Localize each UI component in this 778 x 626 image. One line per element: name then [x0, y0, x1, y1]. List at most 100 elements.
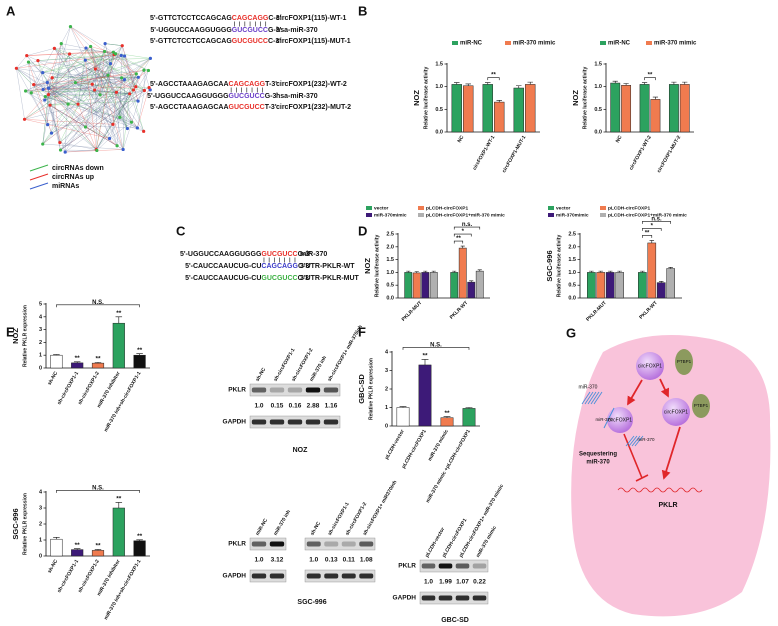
network-node	[115, 144, 119, 148]
network-edge	[116, 58, 151, 93]
error-bar	[485, 82, 491, 85]
bar-label: **	[95, 543, 101, 550]
network-node	[63, 150, 67, 154]
network-node	[58, 148, 63, 152]
error-bar	[53, 536, 60, 540]
bar	[605, 272, 615, 299]
network-node	[59, 42, 63, 46]
network-edge	[28, 61, 44, 90]
network-node	[76, 102, 80, 106]
network-edge	[129, 93, 144, 132]
blot-band	[306, 541, 321, 547]
circ-rna	[636, 352, 664, 380]
network-edge	[59, 51, 105, 143]
bar-label: **	[444, 410, 450, 417]
arrow	[627, 379, 643, 406]
network-edge	[112, 77, 139, 125]
arrow	[659, 378, 670, 398]
blot-caption: GBC-SD	[441, 617, 469, 624]
quantification: 1.99	[439, 579, 452, 586]
sequence-part: C-3'	[268, 15, 281, 22]
network-edge	[65, 149, 124, 153]
network-edge	[26, 55, 86, 128]
network-edge	[61, 43, 79, 105]
y-tick-label: 1	[385, 405, 388, 411]
bar-label: **	[422, 353, 428, 360]
network-node	[84, 46, 88, 50]
network-edge	[104, 51, 115, 55]
legend-label: pLCDH-circFOXP1+miR-370 mimic	[426, 212, 505, 218]
network-node	[66, 102, 70, 106]
y-axis-label: Relative PKLR expression	[22, 305, 28, 367]
bar	[482, 84, 493, 133]
quantification: 1.0	[424, 579, 433, 586]
bar	[71, 549, 84, 557]
network-edge	[61, 26, 71, 44]
network-edge	[16, 68, 110, 139]
network-edge	[122, 79, 125, 150]
legend-swatch	[418, 213, 424, 217]
network-edge	[116, 79, 125, 93]
significance-bracket	[56, 490, 140, 493]
network-node	[45, 80, 49, 85]
legend-line	[29, 173, 49, 181]
bar	[587, 272, 596, 299]
quantification: 1.0	[254, 557, 263, 564]
network-edge	[48, 58, 151, 95]
bar-label: **	[75, 355, 81, 362]
error-bar	[641, 82, 648, 85]
blot-band	[359, 541, 374, 547]
network-edge	[69, 53, 117, 93]
sequence: 5'-AGCCTAAAGAGCAACAGCAGGT-3'	[150, 81, 277, 88]
sequence-part: C-3'	[268, 38, 281, 45]
bar	[639, 84, 650, 133]
y-tick-label: 3	[385, 368, 388, 374]
significance-bracket	[402, 347, 470, 350]
y-tick-label: 0.0	[568, 295, 576, 301]
error-bar	[414, 271, 419, 273]
network-node	[114, 90, 119, 94]
y-tick-label: 1.0	[594, 84, 602, 90]
network-edge	[85, 47, 144, 132]
network-edge	[48, 88, 138, 129]
network-node	[95, 148, 99, 153]
network-edge	[48, 53, 116, 95]
diagram-label: miR-370	[586, 460, 610, 466]
error-bar	[406, 270, 411, 273]
mirna	[631, 435, 641, 447]
legend-swatch	[646, 41, 652, 45]
legend-label: miRNAs	[52, 183, 79, 190]
gapdh-band	[359, 573, 374, 579]
sequence-part: CAGCAGG	[261, 263, 298, 270]
x-tick-label: NC	[457, 134, 466, 144]
sequence-label: circFOXP1(232)-WT-2	[276, 81, 347, 88]
network-node	[25, 53, 29, 58]
significance-bracket	[644, 77, 656, 81]
sequence: 5'-UGGUCCAAGGUGGGGUCGUCCG-3'	[147, 93, 278, 100]
network-node	[24, 89, 28, 93]
circ-rna	[662, 398, 690, 426]
network-edge	[44, 75, 109, 101]
panel-label: E	[6, 324, 15, 339]
bar	[112, 507, 125, 557]
y-tick-label: 0.5	[386, 283, 394, 289]
mirna	[584, 391, 594, 405]
network-edge	[90, 46, 125, 57]
network-node	[58, 140, 62, 145]
bar	[656, 282, 666, 299]
diagram-label: miR-370	[595, 417, 613, 422]
mirna	[590, 391, 600, 405]
diagram-label: circFOXP1	[664, 409, 688, 415]
y-tick-label: 0.0	[386, 295, 394, 301]
bar	[513, 87, 524, 133]
blot-membrane	[249, 537, 287, 551]
error-bar	[589, 270, 594, 273]
gapdh-band	[421, 595, 436, 601]
bar	[112, 322, 125, 369]
significance-bracket	[56, 304, 140, 308]
error-bar	[598, 270, 604, 273]
quantification: 0.11	[343, 557, 356, 564]
row-label: GAPDH	[223, 573, 247, 580]
y-tick-label: 2.5	[568, 231, 576, 237]
network-edge	[49, 105, 61, 143]
